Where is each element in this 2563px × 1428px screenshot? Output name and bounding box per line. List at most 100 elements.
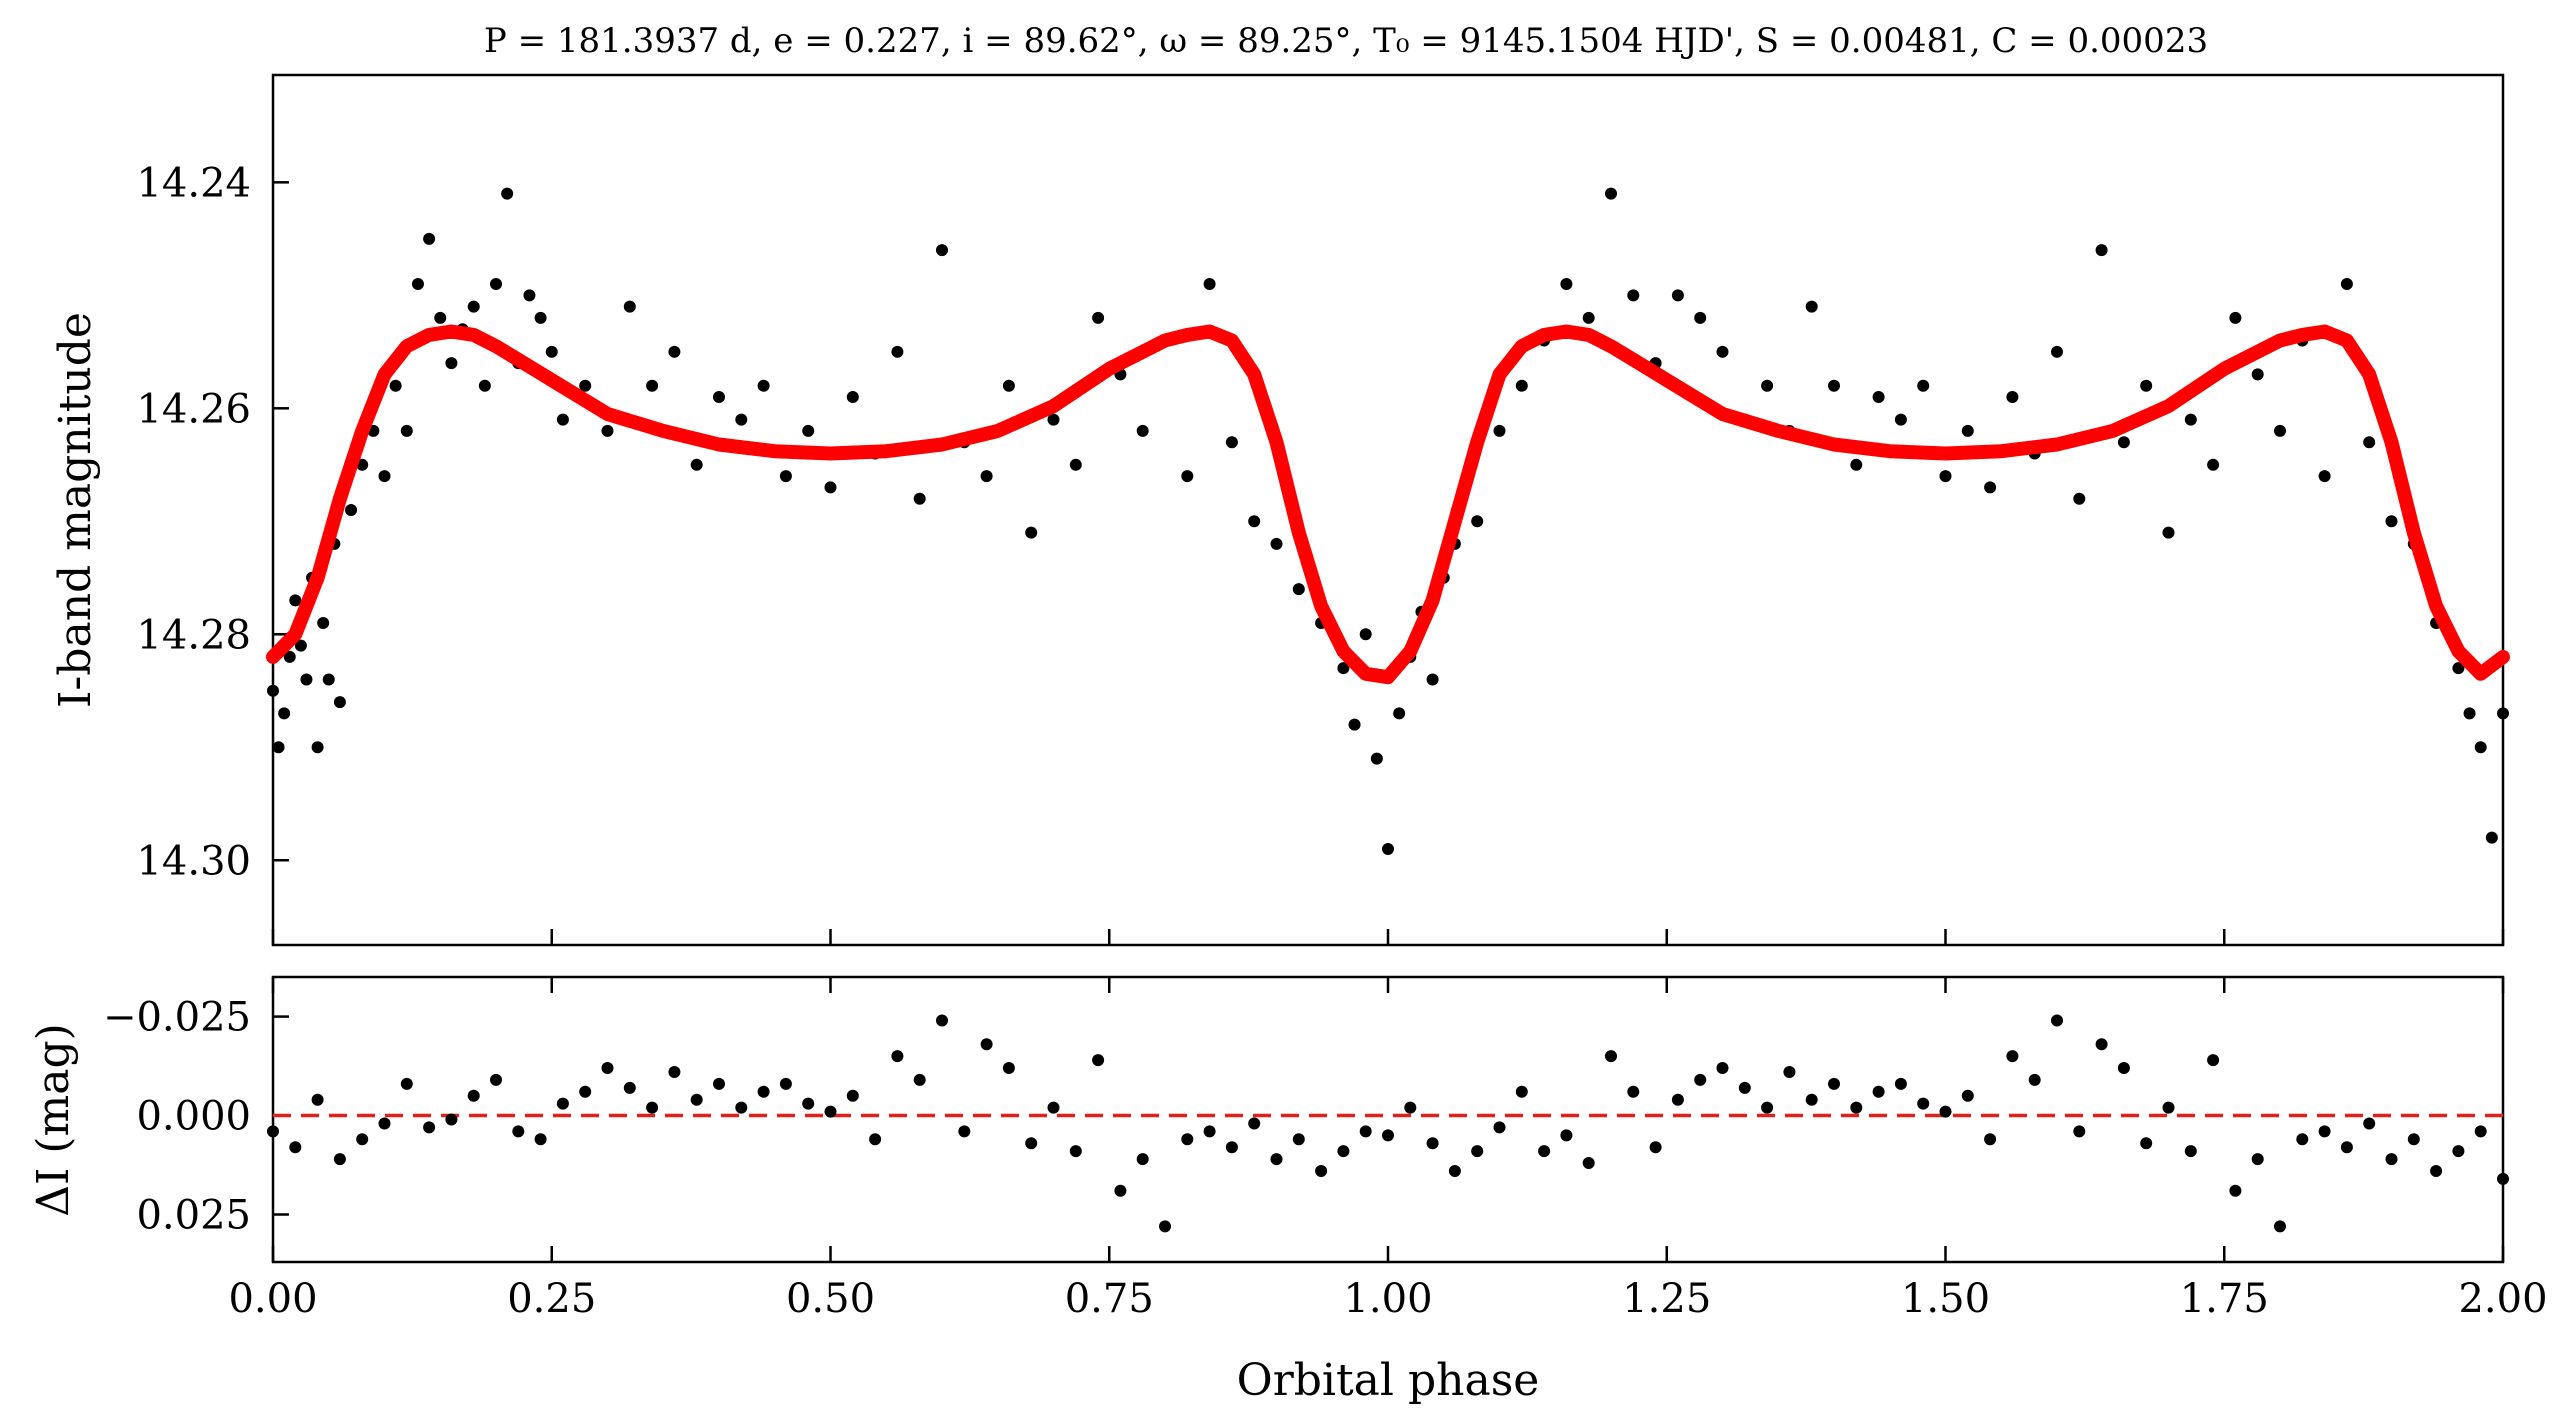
main-data-point [345, 504, 358, 516]
residual-data-point [289, 1141, 302, 1154]
residual-data-point [2340, 1141, 2353, 1154]
main-data-point [2006, 391, 2019, 404]
main-data-point [1348, 718, 1361, 731]
residual-data-point [690, 1093, 703, 1106]
main-data-point [980, 470, 993, 483]
residual-data-point [1337, 1145, 1350, 1158]
residual-data-point [378, 1117, 391, 1130]
main-data-point [1627, 289, 1640, 302]
main-data-point [501, 187, 514, 200]
main-data-point [333, 696, 346, 709]
main-data-point [445, 357, 458, 370]
residual-data-point [1047, 1101, 1060, 1114]
main-model-curve [266, 324, 2510, 685]
residual-data-point [1538, 1145, 1551, 1158]
residual-data-point [333, 1153, 346, 1166]
main-data-point [1359, 628, 1372, 641]
residual-data-point [1850, 1101, 1863, 1114]
residual-data-point [1716, 1062, 1729, 1075]
residual-data-point [1203, 1125, 1216, 1138]
residual-data-point [846, 1089, 859, 1102]
main-data-point [1025, 526, 1038, 539]
residual-data-point [869, 1133, 882, 1146]
x-tick-label: 1.00 [1343, 1276, 1432, 1322]
residual-data-point [1872, 1085, 1885, 1098]
residual-data-point [1359, 1125, 1372, 1138]
residual-data-point [1002, 1062, 1015, 1075]
main-data-point [411, 278, 424, 291]
main-data-point [2207, 458, 2220, 471]
main-data-point [434, 311, 447, 324]
main-data-point [267, 684, 279, 697]
residual-data-point [713, 1077, 725, 1090]
residual-data-point [1159, 1220, 1171, 1233]
main-data-point [1828, 379, 1840, 392]
x-tick-label: 1.25 [1622, 1276, 1711, 1322]
residual-data-point [2162, 1101, 2175, 1114]
main-data-point [467, 300, 480, 313]
main-data-point [1805, 300, 1818, 313]
residual-data-point [1248, 1117, 1261, 1130]
residual-data-point [779, 1077, 792, 1090]
main-data-point [1671, 289, 1684, 302]
main-data-point [294, 639, 307, 652]
main-data-point [490, 278, 502, 291]
main-y-axis-label: I-band magnitude [50, 312, 101, 708]
residual-data-point [735, 1101, 748, 1114]
main-data-point [2363, 436, 2376, 449]
main-data-point [1270, 537, 1283, 550]
residual-data-point [1515, 1085, 1528, 1098]
main-data-point [1203, 278, 1216, 291]
residual-observations [267, 1014, 2509, 1233]
main-data-point [1894, 413, 1907, 426]
residual-data-point [1404, 1101, 1417, 1114]
residual-data-point [2184, 1145, 2197, 1158]
residual-data-point [1761, 1101, 1774, 1114]
main-data-point [713, 391, 725, 404]
main-data-point [1694, 311, 1707, 324]
main-plot-frame [271, 73, 2505, 947]
main-data-point [1426, 673, 1439, 686]
main-data-point [1716, 345, 1729, 358]
residual-data-point [623, 1081, 636, 1094]
main-data-point [556, 413, 569, 426]
residual-data-point [311, 1093, 324, 1106]
main-data-point [1761, 379, 1774, 392]
main-data-point [2184, 413, 2197, 426]
main-data-point [534, 311, 547, 324]
main-data-point [1002, 379, 1015, 392]
residual-data-point [356, 1133, 369, 1146]
main-data-point [2073, 492, 2086, 505]
residual-data-point [1136, 1153, 1149, 1166]
main-data-point [300, 673, 313, 686]
residual-data-point [1783, 1066, 1796, 1078]
main-data-point [1515, 379, 1528, 392]
residual-data-point [1448, 1164, 1461, 1177]
main-data-point [478, 379, 491, 392]
main-data-point [846, 391, 859, 404]
main-data-point [2117, 436, 2130, 449]
residual-data-point [2095, 1038, 2108, 1051]
residual-data-point [980, 1038, 993, 1051]
residual-data-point [646, 1101, 659, 1114]
x-tick-label: 1.50 [1901, 1276, 1990, 1322]
main-data-point [2452, 662, 2465, 675]
main-x-axis-ticks [271, 929, 2505, 945]
residual-data-point [2140, 1137, 2153, 1150]
main-data-point [2385, 515, 2398, 528]
x-tick-label: 0.00 [228, 1276, 317, 1322]
main-data-point [1382, 842, 1394, 855]
main-data-point [2251, 368, 2264, 381]
main-data-point [523, 289, 536, 302]
residual-data-point [1114, 1184, 1127, 1197]
main-data-point [1939, 470, 1952, 483]
residual-data-point [2028, 1073, 2041, 1086]
residual-data-point [2251, 1153, 2264, 1166]
x-tick-label: 0.75 [1065, 1276, 1154, 1322]
main-data-point [1370, 752, 1383, 765]
residual-panel: −0.025 0.000 0.025 0.00 0.25 0.50 0.75 1.00 1.2… [28, 975, 2548, 1406]
residual-data-point [2385, 1153, 2398, 1166]
residual-data-point [1582, 1157, 1595, 1170]
main-data-point [646, 379, 659, 392]
main-data-point [272, 741, 285, 754]
